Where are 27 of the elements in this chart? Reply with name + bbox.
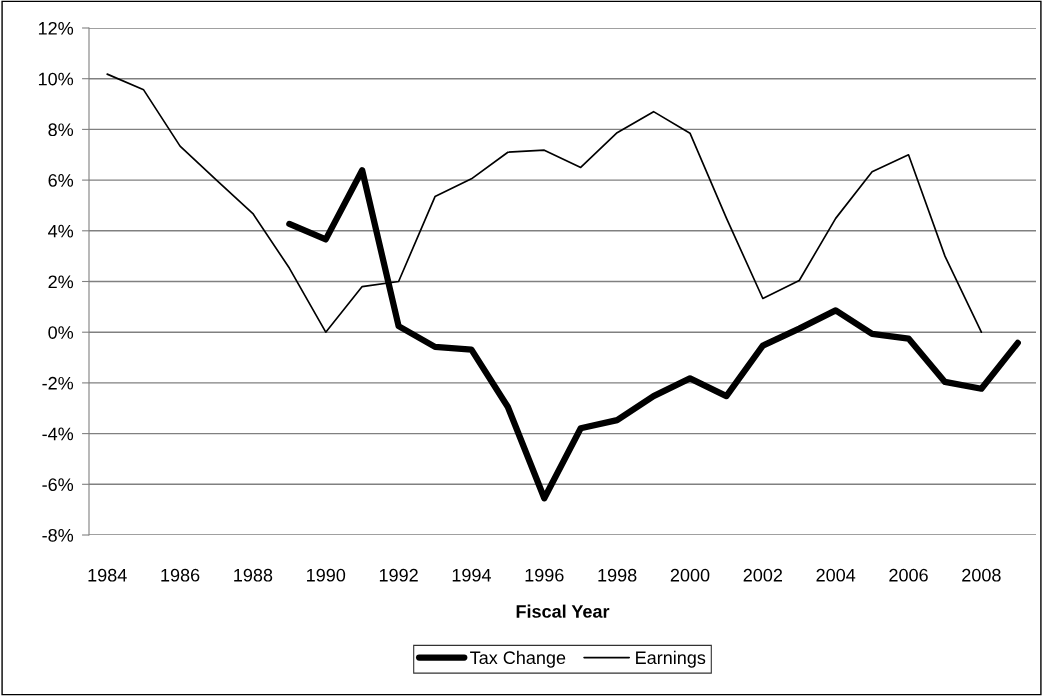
y-tick-label: 2% [48,275,74,289]
y-tick-label: -6% [42,478,74,492]
x-tick-label: 2008 [962,568,1001,582]
y-tick-label: -4% [42,427,74,441]
y-tick-label: -8% [42,528,74,542]
x-tick-label: 1990 [307,568,346,582]
y-tick-label: -2% [42,376,74,390]
x-tick-label: 1996 [525,568,564,582]
y-tick-label: 0% [48,326,74,339]
legend-label: Earnings [636,650,706,668]
x-tick-label: 2000 [670,568,710,582]
y-tick-label: 4% [48,224,74,238]
x-tick-label: 1984 [88,568,127,582]
x-tick-label: 2004 [816,568,856,582]
x-tick-label: 1998 [598,568,637,582]
x-tick-label: 2002 [743,568,783,582]
x-tick-label: 1994 [452,568,491,582]
x-tick-label: 2006 [889,568,928,582]
x-axis-title: Fiscal Year [516,604,610,618]
legend-label: Tax Change [470,650,566,668]
x-tick-label: 1986 [161,568,200,582]
x-tick-label: 1988 [234,568,273,582]
y-tick-label: 6% [48,174,74,187]
y-tick-label: 12% [38,21,74,35]
y-tick-label: 8% [48,123,74,137]
x-tick-label: 1992 [379,568,418,582]
y-tick-label: 10% [38,72,74,86]
